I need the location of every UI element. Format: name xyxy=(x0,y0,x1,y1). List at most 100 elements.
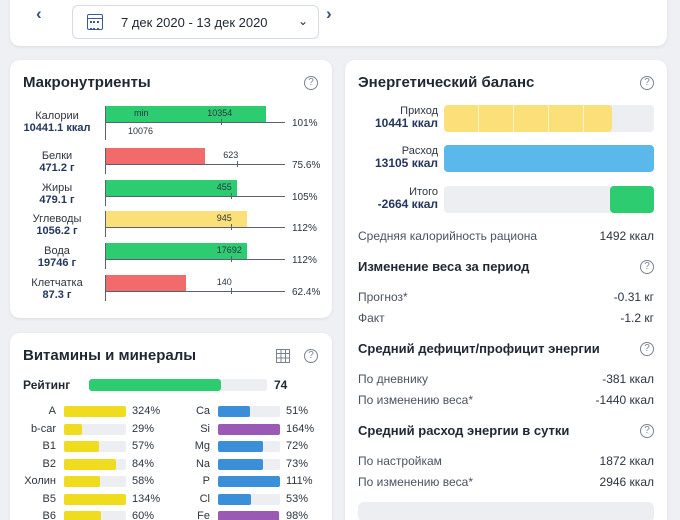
nutrient-row: b-car 29% xyxy=(12,422,155,437)
nutrient-row: Cl 53% xyxy=(166,492,309,507)
nutrient-row: Na 73% xyxy=(166,457,309,472)
total-label: Итого -2664 ккал xyxy=(358,186,438,210)
nutrient-name: Ca xyxy=(195,405,210,417)
help-icon[interactable]: ? xyxy=(640,76,654,90)
macro-bar xyxy=(106,148,206,164)
nutrient-bar-fill xyxy=(218,406,250,417)
table-view-icon[interactable] xyxy=(276,349,290,363)
macro-baseline xyxy=(105,196,285,197)
axis-line xyxy=(105,243,106,269)
nutrient-row: B5 134% xyxy=(12,492,160,507)
macro-bar xyxy=(106,106,266,122)
nutrient-percent: 134% xyxy=(132,492,161,505)
nutrient-name: A xyxy=(48,405,56,417)
nutrient-percent: 60% xyxy=(132,510,155,520)
date-range-text: 7 дек 2020 - 13 дек 2020 xyxy=(121,15,268,30)
nutrient-percent: 53% xyxy=(286,492,309,505)
diary-row: По дневнику -381 ккал xyxy=(358,372,654,386)
axis-line xyxy=(105,148,106,174)
macros-title: Макронутриенты xyxy=(23,74,151,91)
nutrient-percent: 57% xyxy=(132,440,155,452)
income-label: Приход 10441 ккал xyxy=(358,105,438,129)
nutrient-bar-fill xyxy=(64,423,82,435)
axis-line xyxy=(105,211,106,237)
weight-change2-row: По изменению веса* 2946 ккал xyxy=(358,475,654,489)
nutrient-name: b-car xyxy=(30,422,56,435)
macro-row: Углеводы 1056.2 г 945 112% xyxy=(22,211,326,243)
expense-bar xyxy=(444,145,654,172)
nutrient-name: B5 xyxy=(42,492,56,505)
macro-row: Калории 10441.1 ккал 10354 101% min 10076 xyxy=(22,106,326,140)
nutrient-name: Cl xyxy=(199,492,210,505)
nutrient-bar xyxy=(218,423,280,435)
help-icon[interactable]: ? xyxy=(640,342,654,356)
macronutrients-card: Макронутриенты ? Калории 10441.1 ккал 1035… xyxy=(10,60,332,318)
help-icon[interactable]: ? xyxy=(304,349,318,363)
nutrient-name: Fe xyxy=(197,510,210,520)
nutrient-percent: 84% xyxy=(132,457,155,470)
target-tick xyxy=(230,224,232,230)
macro-label: Калории 10441.1 ккал xyxy=(23,110,91,134)
nutrient-name: Mg xyxy=(194,440,210,452)
min-label: min xyxy=(134,108,149,118)
target-tick xyxy=(230,193,232,199)
energy-title: Энергетический баланс xyxy=(358,74,535,91)
nutrient-name: Холин xyxy=(24,475,56,487)
income-bar-fill xyxy=(444,105,612,132)
axis-line xyxy=(105,106,106,140)
nutrient-bar xyxy=(64,423,126,435)
help-icon[interactable]: ? xyxy=(640,424,654,438)
nutrient-percent: 73% xyxy=(286,457,309,470)
nutrient-name: Na xyxy=(195,457,210,470)
macro-value: 479.1 г xyxy=(39,194,75,206)
fact-row: Факт -1.2 кг xyxy=(358,311,654,325)
nutrient-percent: 111% xyxy=(286,475,313,487)
rating-bar-fill xyxy=(89,379,221,391)
macro-row: Белки 471.2 г 623 75.6% xyxy=(22,148,326,180)
nutrient-name: P xyxy=(202,475,210,487)
rating-bar xyxy=(89,379,267,391)
nutrient-percent: 51% xyxy=(286,405,309,417)
nutrient-bar xyxy=(218,406,280,417)
nutrient-row: B6 60% xyxy=(12,510,155,520)
nutrient-bar-fill xyxy=(218,423,280,435)
nutrient-bar xyxy=(64,406,126,417)
income-value: 10441 ккал xyxy=(374,116,438,130)
macro-value: 1056.2 г xyxy=(36,225,78,237)
nutrient-row: P 111% xyxy=(166,475,313,489)
nutrient-bar-fill xyxy=(64,493,126,505)
nutrient-bar-fill xyxy=(218,511,279,520)
macro-value: 87.3 г xyxy=(42,289,72,301)
nutrient-bar xyxy=(218,458,280,470)
nutrient-percent: 29% xyxy=(132,422,155,435)
nutrient-bar-fill xyxy=(218,476,280,487)
bar-value: 945 xyxy=(216,213,232,223)
nutrient-bar xyxy=(64,476,126,487)
help-icon[interactable]: ? xyxy=(640,260,654,274)
total-bar-fill xyxy=(610,186,654,213)
vitamins-title: Витамины и минералы xyxy=(23,347,197,364)
nutrient-row: Холин 58% xyxy=(12,475,155,489)
daily-expense-title: Средний расход энергии в сутки xyxy=(358,423,570,438)
macro-percent: 75.6% xyxy=(292,160,321,171)
macro-baseline xyxy=(105,291,285,292)
forecast-row: Прогноз* -0.31 кг xyxy=(358,290,654,304)
total-value: -2664 ккал xyxy=(377,197,438,211)
nutrient-percent: 58% xyxy=(132,475,155,487)
nutrient-bar xyxy=(64,493,126,505)
next-week-arrow-icon[interactable]: › xyxy=(326,4,332,23)
target-value: 10076 xyxy=(128,126,154,136)
macro-bar xyxy=(106,275,186,291)
help-icon[interactable]: ? xyxy=(304,76,318,90)
date-bar-card: ‹ 7 дек 2020 - 13 дек 2020 ⌄ › xyxy=(10,0,667,46)
bar-value: 140 xyxy=(216,277,232,287)
nutrient-row: Ca 51% xyxy=(166,405,309,419)
nutrient-bar xyxy=(64,441,126,452)
nutrient-name: Si xyxy=(200,422,210,435)
target-tick xyxy=(230,288,232,294)
bar-value: 17692 xyxy=(216,245,242,255)
date-range-picker[interactable]: 7 дек 2020 - 13 дек 2020 ⌄ xyxy=(72,5,319,39)
axis-line xyxy=(105,180,106,206)
prev-week-arrow-icon[interactable]: ‹ xyxy=(36,4,42,23)
nutrient-bar-fill xyxy=(64,406,126,417)
